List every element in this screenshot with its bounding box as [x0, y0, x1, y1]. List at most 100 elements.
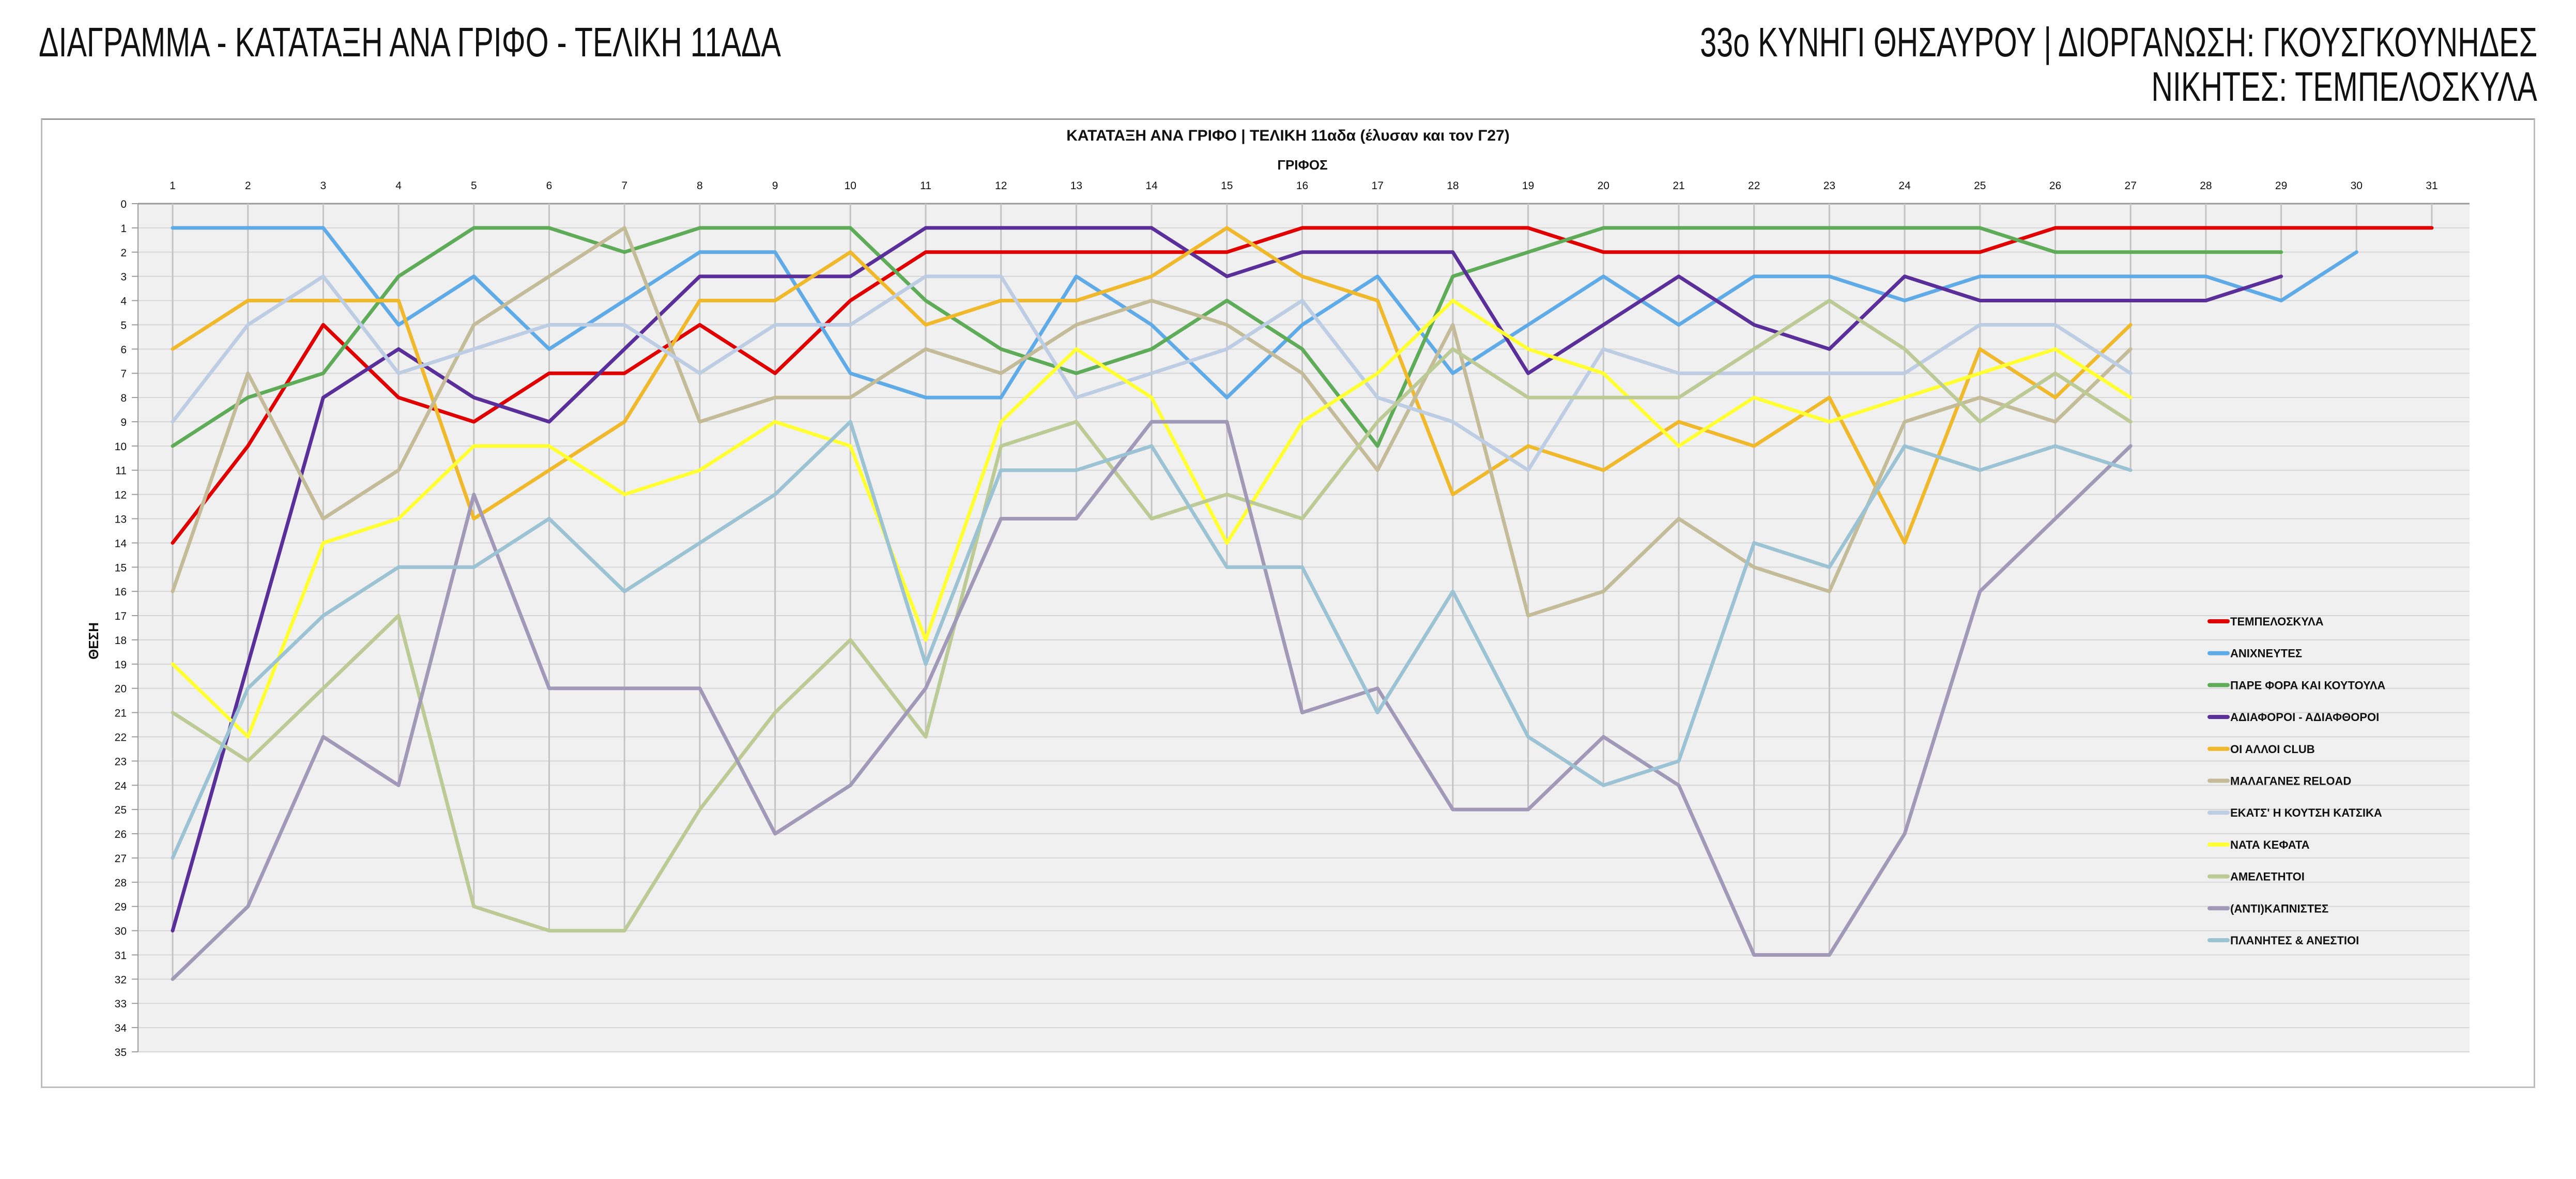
data-point — [1602, 250, 1605, 254]
data-point — [1752, 541, 1756, 545]
data-point — [1828, 347, 1831, 351]
data-point — [2430, 226, 2433, 229]
x-tick-label: 16 — [1296, 180, 1308, 192]
data-point — [999, 517, 1003, 520]
data-point — [1150, 517, 1154, 520]
data-point — [547, 686, 551, 690]
data-point — [1602, 323, 1605, 327]
y-tick-label: 11 — [115, 465, 127, 477]
data-point — [1828, 953, 1831, 957]
data-point — [1978, 250, 1982, 254]
data-point — [1903, 299, 1907, 302]
y-tick-label: 16 — [115, 586, 127, 598]
x-tick-label: 8 — [697, 180, 703, 192]
legend-label: ΕΚΑΤΣ' Η ΚΟΥΤΣΗ ΚΑΤΣΙΚΑ — [2230, 806, 2382, 819]
data-point — [397, 784, 401, 787]
data-point — [2129, 396, 2133, 400]
data-point — [246, 299, 250, 302]
data-point — [849, 444, 852, 448]
data-point — [698, 372, 701, 375]
x-tick-label: 9 — [772, 180, 778, 192]
data-point — [773, 274, 777, 278]
data-point — [2129, 444, 2133, 448]
x-tick-label: 25 — [1974, 180, 1986, 192]
data-point — [2053, 250, 2057, 254]
data-point — [1978, 226, 1982, 229]
data-point — [472, 517, 476, 520]
data-point — [1677, 274, 1680, 278]
data-point — [698, 468, 701, 472]
data-point — [246, 759, 250, 763]
data-point — [397, 517, 401, 520]
legend-label: (ΑΝΤΙ)ΚΑΠΝΙΣΤΕΣ — [2230, 902, 2328, 915]
data-point — [547, 929, 551, 932]
data-point — [2053, 372, 2057, 375]
data-point — [321, 735, 325, 739]
data-point — [849, 784, 852, 787]
data-point — [1451, 299, 1454, 302]
data-point — [1526, 444, 1530, 448]
data-point — [773, 226, 777, 229]
data-point — [1978, 468, 1982, 472]
data-point — [999, 299, 1003, 302]
data-point — [1752, 444, 1756, 448]
data-point — [1828, 299, 1831, 302]
data-point — [1376, 274, 1379, 278]
data-point — [773, 299, 777, 302]
data-point — [1075, 372, 1078, 375]
data-point — [849, 396, 852, 400]
data-point — [547, 468, 551, 472]
data-point — [698, 420, 701, 423]
data-point — [1602, 784, 1605, 787]
data-point — [1150, 372, 1154, 375]
data-point — [1677, 250, 1680, 254]
data-point — [1075, 347, 1078, 351]
data-point — [1225, 226, 1229, 229]
data-point — [1225, 396, 1229, 400]
data-point — [1978, 590, 1982, 593]
data-point — [773, 493, 777, 496]
data-point — [472, 226, 476, 229]
data-point — [246, 226, 250, 229]
data-point — [171, 541, 174, 545]
data-point — [171, 929, 174, 932]
data-point — [2355, 250, 2358, 254]
data-point — [999, 274, 1003, 278]
data-point — [1903, 372, 1907, 375]
data-point — [1376, 711, 1379, 714]
data-point — [698, 299, 701, 302]
data-point — [1225, 541, 1229, 545]
legend-label: ΑΔΙΑΦΟΡΟΙ - ΑΔΙΑΦΘΟΡΟΙ — [2230, 711, 2379, 724]
data-point — [623, 493, 626, 496]
data-point — [1677, 226, 1680, 229]
data-point — [321, 396, 325, 400]
data-point — [321, 274, 325, 278]
data-point — [849, 323, 852, 327]
data-point — [698, 808, 701, 811]
data-point — [1903, 420, 1907, 423]
data-point — [547, 323, 551, 327]
y-tick-label: 26 — [115, 829, 127, 840]
data-point — [1225, 420, 1229, 423]
data-point — [849, 226, 852, 229]
data-point — [1526, 347, 1530, 351]
data-point — [2053, 396, 2057, 400]
data-point — [547, 372, 551, 375]
data-point — [1300, 347, 1304, 351]
x-tick-label: 31 — [2426, 180, 2437, 192]
x-tick-label: 18 — [1447, 180, 1459, 192]
data-point — [321, 299, 325, 302]
data-point — [1150, 420, 1154, 423]
data-point — [924, 686, 927, 690]
data-point — [547, 420, 551, 423]
data-point — [2129, 274, 2133, 278]
data-point — [924, 735, 927, 739]
x-tick-label: 5 — [471, 180, 477, 192]
data-point — [1451, 250, 1454, 254]
data-point — [698, 250, 701, 254]
data-point — [924, 396, 927, 400]
data-point — [1752, 372, 1756, 375]
y-tick-label: 12 — [115, 489, 127, 501]
data-point — [1075, 274, 1078, 278]
data-point — [171, 226, 174, 229]
